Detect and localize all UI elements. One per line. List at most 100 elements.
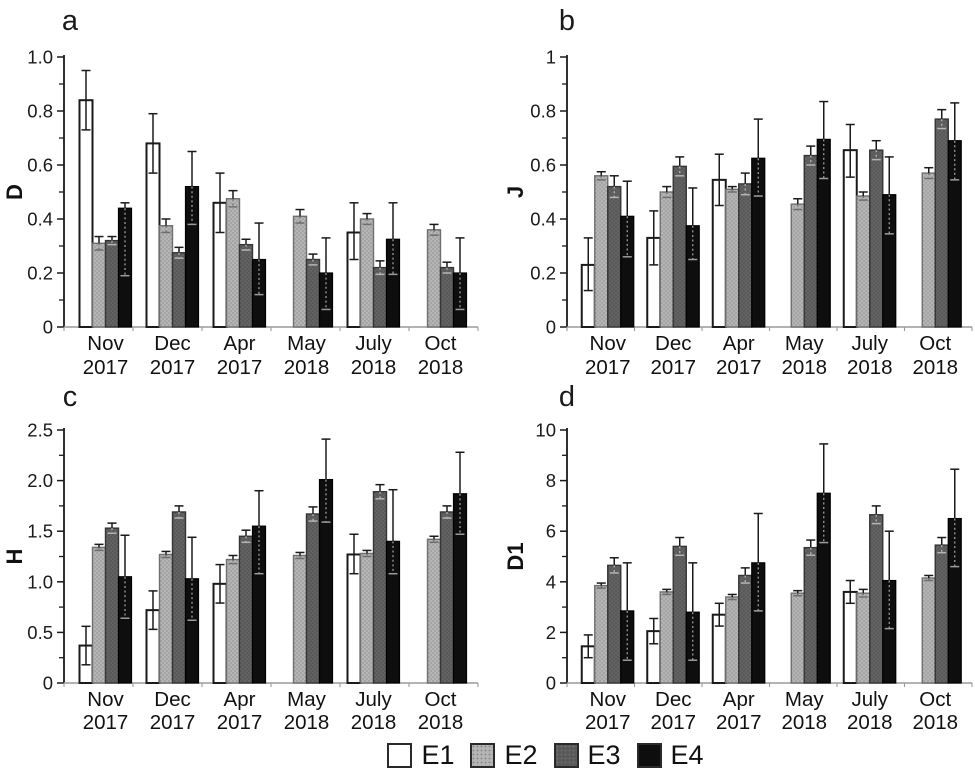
y-tick-label: 0.8	[27, 101, 53, 122]
y-tick-label: 2.5	[27, 420, 53, 441]
y-tick-label: 0.8	[530, 101, 556, 122]
bar-e3	[738, 183, 753, 328]
bar-e3	[372, 266, 388, 328]
x-tick-month: July	[852, 688, 889, 711]
bar-e2	[359, 218, 375, 328]
bar-e3	[238, 243, 254, 328]
bar-e2	[91, 546, 107, 684]
bar-e4	[117, 576, 133, 684]
bars	[580, 118, 962, 328]
x-tick-month: Apr	[224, 332, 256, 355]
x-tick-year: 2017	[585, 711, 631, 732]
x-tick-month: Oct	[425, 688, 457, 711]
bar-e2	[225, 558, 241, 684]
x-tick-month: May	[785, 688, 824, 711]
legend-label-e3: E3	[587, 740, 621, 770]
legend-item-e3: E3	[553, 740, 621, 770]
bars	[580, 492, 962, 685]
bar-e3	[672, 165, 687, 328]
chart-panel-c: c H 0 0.5 1.0 1.5 2.0 2.5 Nov 2017 Dec 2017 Apr 2017 M…	[0, 380, 487, 734]
x-tick-month: Nov	[87, 332, 124, 355]
legend-swatch-e1	[387, 743, 413, 768]
legend-item-e2: E2	[470, 742, 538, 769]
y-tick-label: 0	[43, 317, 53, 338]
bar-e1	[78, 99, 94, 328]
x-tick-year: 2017	[150, 356, 196, 379]
legend-label-e4: E4	[670, 740, 704, 770]
x-tick-month: Dec	[154, 688, 190, 711]
bar-e3	[171, 511, 187, 684]
bar-e3	[607, 564, 622, 684]
x-tick-year: 2017	[716, 356, 762, 379]
x-tick-year: 2017	[716, 711, 762, 732]
y-tick-label: 2	[546, 622, 556, 643]
y-tick-label: 10	[535, 420, 556, 441]
x-tick-month: Dec	[655, 332, 691, 355]
x-tick-month: July	[852, 332, 889, 355]
x-labels: Nov2017Dec2017Apr2017May2018July2018Oct2…	[83, 332, 464, 379]
x-tick-month: Oct	[425, 332, 457, 355]
legend-swatch-e3	[553, 743, 579, 768]
x-tick-year: 2017	[150, 711, 196, 732]
bars	[78, 478, 468, 685]
bar-e3	[934, 544, 949, 684]
x-axis	[566, 682, 973, 687]
bar-e2	[921, 172, 936, 328]
x-tick-year: 2018	[418, 711, 464, 732]
bar-e2	[158, 553, 174, 684]
bar-e4	[620, 215, 635, 328]
bar-e2	[659, 191, 674, 328]
x-tick-month: May	[287, 688, 326, 711]
bar-e4	[385, 238, 401, 328]
bar-e4	[184, 186, 200, 328]
y-tick-label: 0.2	[27, 263, 53, 284]
x-tick-year: 2018	[351, 711, 397, 732]
bar-e2	[725, 188, 740, 328]
y-axis: 0 0.2 0.4 0.6 0.8 1	[530, 47, 568, 338]
x-labels: Nov2017Dec2017Apr2017May2018July2018Oct2…	[83, 688, 464, 734]
y-axis-label: J	[503, 186, 528, 198]
x-tick-month: July	[355, 332, 392, 355]
bar-e4	[385, 540, 401, 684]
y-axis: 0 0.5 1.0 1.5 2.0 2.5	[27, 420, 65, 694]
bar-e2	[856, 195, 871, 328]
bar-e3	[104, 527, 120, 684]
bar-e3	[869, 514, 884, 684]
bar-e3	[803, 154, 818, 328]
bar-e3	[869, 149, 884, 328]
bar-e4	[117, 207, 133, 328]
y-tick-label: 0	[546, 673, 556, 694]
bar-e3	[934, 118, 949, 328]
x-tick-month: Apr	[723, 688, 755, 711]
bar-e2	[292, 215, 308, 328]
y-tick-label: 0.6	[530, 155, 556, 176]
bar-e2	[292, 554, 308, 684]
x-tick-month: Nov	[87, 688, 124, 711]
bar-e4	[452, 272, 468, 328]
y-tick-label: 4	[546, 571, 556, 592]
bar-e2	[359, 552, 375, 684]
x-axis	[566, 326, 973, 331]
x-tick-month: Nov	[590, 332, 627, 355]
x-axis	[63, 326, 479, 331]
chart-panel-d: d D1 0 2 4 6 8 10 Nov 2017 Dec 2017 Apr 2017 May 2018 Ju…	[487, 380, 975, 734]
chart-svg-d: dD10246810Nov2017Dec2017Apr2017May2018Ju…	[503, 381, 973, 734]
x-tick-month: Apr	[224, 688, 256, 711]
bar-e4	[318, 272, 334, 328]
y-tick-label: 1.0	[27, 571, 53, 592]
error-bars	[583, 443, 960, 661]
x-labels: Nov2017Dec2017Apr2017May2018July2018Oct2…	[585, 332, 958, 379]
x-tick-year: 2018	[912, 711, 958, 732]
x-tick-year: 2018	[418, 356, 464, 379]
y-tick-label: 2.0	[27, 470, 53, 491]
bar-e2	[725, 596, 740, 684]
y-tick-label: 0.5	[27, 622, 53, 643]
bar-e2	[790, 592, 805, 684]
bar-e2	[594, 175, 609, 328]
x-tick-month: May	[287, 332, 326, 355]
chart-panel-a: a D 0 0.2 0.4 0.6 0.8 1.0 Nov 2017 Dec 2017 Apr 2017 M…	[0, 0, 487, 380]
x-axis	[63, 682, 479, 687]
bar-e4	[318, 478, 334, 684]
legend-item-e1: E1	[387, 742, 454, 769]
chart-svg-a: aD00.20.40.60.81.0Nov2017Dec2017Apr2017M…	[2, 5, 479, 379]
